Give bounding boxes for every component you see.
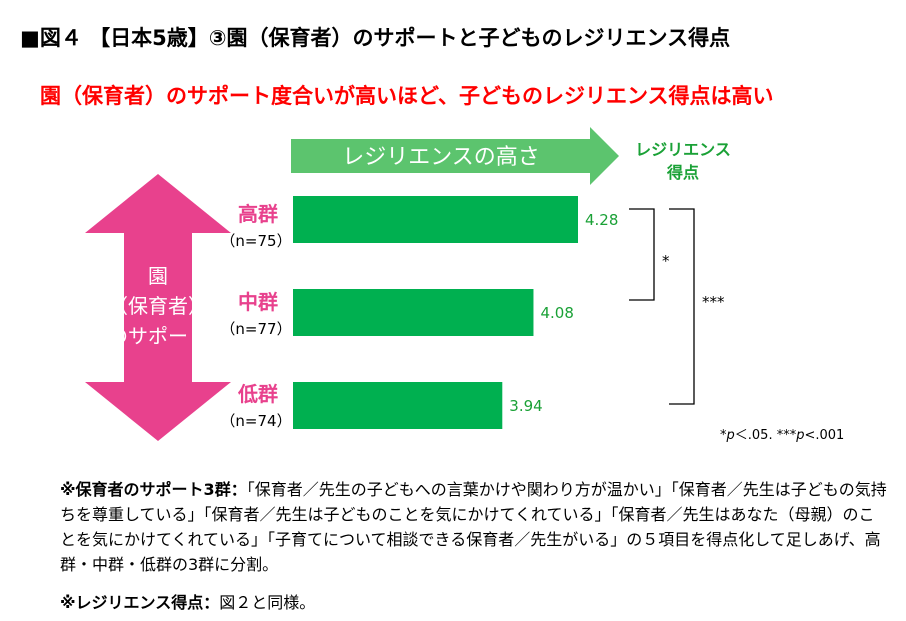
footnote-resilience-score: ※レジリエンス得点：図２と同様。 <box>60 589 315 613</box>
group-label-mid: 中群 <box>238 290 278 314</box>
p-note-t1: ＜.05. *** <box>734 428 797 443</box>
sig-bracket-high-low <box>669 208 695 405</box>
resilience-arrow-label: レジリエンスの高さ <box>342 145 540 170</box>
support-label-line2: （保育者） <box>108 294 208 318</box>
footnote-resilience-text: 図２と同様。 <box>219 593 316 612</box>
figure-subtitle: 園（保育者）のサポート度合いが高いほど、子どものレジリエンス得点は高い <box>40 84 774 108</box>
figure-title: ■図４ 【日本5歳】③園（保育者）のサポートと子どものレジリエンス得点 <box>20 26 731 50</box>
value-label-high: 4.28 <box>585 211 618 229</box>
group-n-mid: （n=77） <box>220 320 291 338</box>
score-header-line2: 得点 <box>666 163 699 182</box>
value-label-mid: 4.08 <box>540 304 573 322</box>
group-label-low: 低群 <box>237 382 278 406</box>
footnote-support-heading: ※保育者のサポート3群： <box>60 480 247 499</box>
significance-note: *p＜.05. ***p<.001 <box>720 424 844 443</box>
sig-label-high-mid: * <box>662 252 670 270</box>
sig-bracket-high-mid <box>629 208 655 301</box>
footnote-support-groups: ※保育者のサポート3群：「保育者／先生の子どもへの言葉かけや関わり方が温かい」「… <box>60 477 890 577</box>
value-label-low: 3.94 <box>509 397 542 415</box>
p-note-star: * <box>720 428 727 443</box>
sig-label-high-low: *** <box>702 293 725 311</box>
support-double-arrow <box>85 174 231 441</box>
group-label-high: 高群 <box>238 202 278 226</box>
score-header-line1: レジリエンス <box>635 140 731 159</box>
footnote-support-text: 「保育者／先生の子どもへの言葉かけや関わり方が温かい」「保育者／先生は子どもの気… <box>60 480 887 574</box>
bar-low <box>293 382 503 429</box>
p-note-t2: <.001 <box>804 428 845 443</box>
footnote-resilience-heading: ※レジリエンス得点： <box>60 593 220 612</box>
support-label-line3: のサポート <box>108 324 208 348</box>
bar-high <box>293 196 578 243</box>
p-note-p2: p <box>796 428 805 443</box>
group-n-low: （n=74） <box>220 412 291 430</box>
p-note-p1: p <box>726 428 735 443</box>
group-n-high: （n=75） <box>220 232 291 250</box>
resilience-arrow <box>291 127 619 185</box>
bar-mid <box>293 289 534 336</box>
support-label-line1: 園 <box>148 264 168 288</box>
